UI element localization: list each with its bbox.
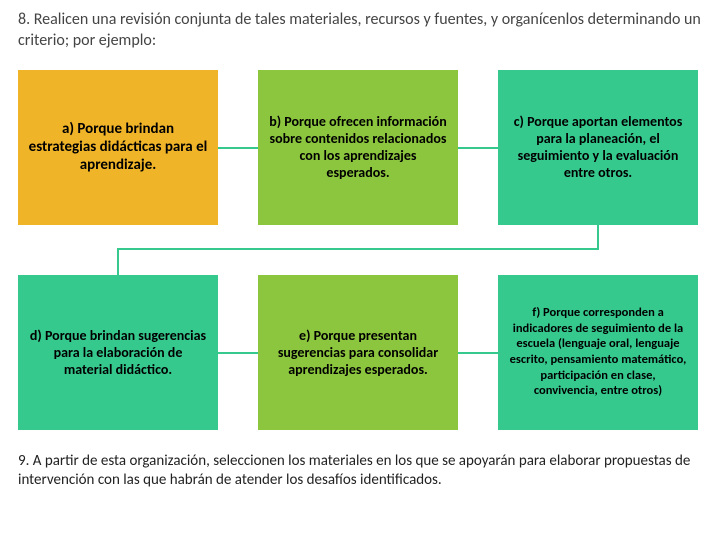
connector-b-c (458, 147, 498, 149)
connector-c-d-seg3 (117, 248, 119, 275)
connector-a-b (218, 147, 258, 149)
box-e-label: e) Porque presentan sugerencias para con… (268, 327, 448, 378)
intro-paragraph: 8. Realicen una revisión conjunta de tal… (18, 10, 702, 52)
connector-c-d-seg1 (597, 225, 599, 250)
box-a: a) Porque brindan estrategias didácticas… (18, 70, 218, 225)
connector-e-f (458, 352, 498, 354)
box-d: d) Porque brindan sugerencias para la el… (18, 275, 218, 430)
box-c: c) Porque aportan elementos para la plan… (498, 70, 698, 225)
connector-d-e (218, 352, 258, 354)
box-e: e) Porque presentan sugerencias para con… (258, 275, 458, 430)
box-a-label: a) Porque brindan estrategias didácticas… (28, 120, 208, 174)
box-d-label: d) Porque brindan sugerencias para la el… (28, 327, 208, 378)
outro-paragraph: 9. A partir de esta organización, selecc… (18, 452, 702, 491)
box-b: b) Porque ofrecen información sobre cont… (258, 70, 458, 225)
connector-c-d-seg2 (117, 248, 599, 250)
box-c-label: c) Porque aportan elementos para la plan… (508, 113, 688, 181)
box-f: f) Porque corresponden a indicadores de … (498, 275, 698, 430)
box-b-label: b) Porque ofrecen información sobre cont… (268, 113, 448, 181)
flowchart-grid: a) Porque brindan estrategias didácticas… (18, 70, 702, 440)
box-f-label: f) Porque corresponden a indicadores de … (508, 305, 688, 399)
